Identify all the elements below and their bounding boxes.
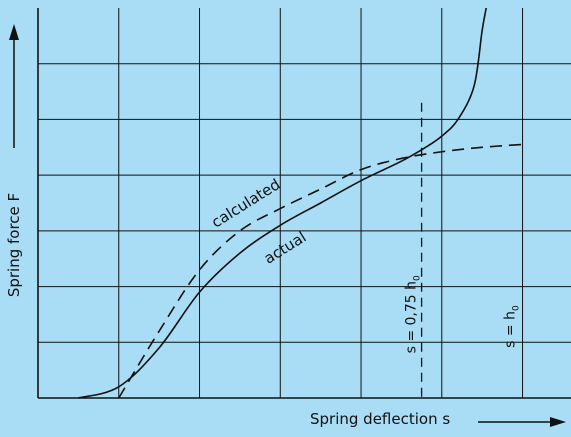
vertical-label-text: s = 0,75 h: [404, 281, 420, 353]
series-calculated: [118, 143, 523, 399]
vertical-label-text: s = h: [503, 311, 519, 348]
data-series: [78, 7, 523, 399]
x-arrow-head: [550, 417, 566, 427]
y-axis-label: Spring force F: [5, 192, 23, 298]
x-axis-label: Spring deflection s: [310, 410, 451, 428]
vertical-label-1: s = h0: [503, 305, 522, 348]
vertical-labels: s = 0,75 h0s = h0: [404, 275, 522, 353]
vertical-label-subscript: 0: [512, 305, 522, 311]
vertical-label-subscript: 0: [413, 275, 423, 281]
series-actual: [78, 7, 487, 399]
y-arrow-head: [9, 24, 19, 40]
grid-lines: [38, 8, 571, 398]
calculated-curve-label: calculated: [208, 175, 283, 231]
vertical-label-0: s = 0,75 h0: [404, 275, 423, 353]
axes: [9, 8, 571, 427]
